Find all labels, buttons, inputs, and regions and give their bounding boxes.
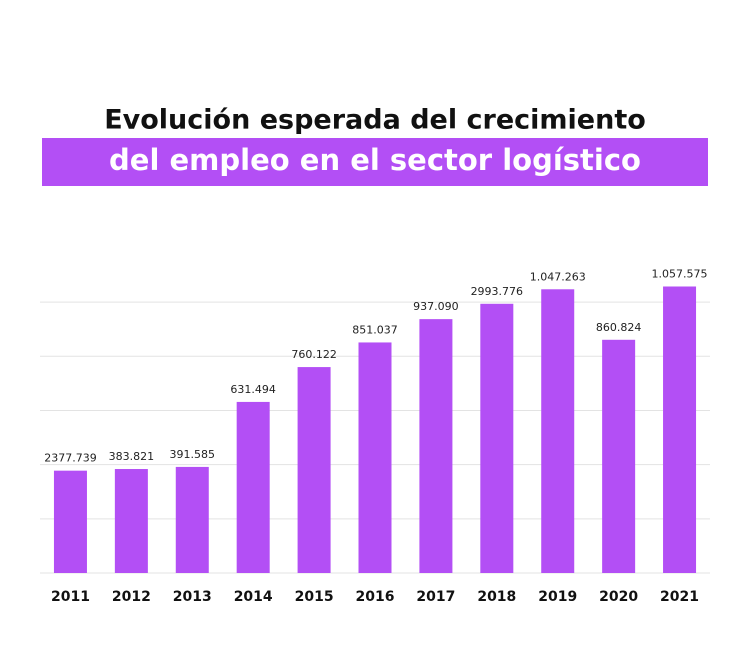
x-tick-label: 2020 [599, 589, 638, 605]
bar [175, 466, 209, 573]
value-label: 2377.739 [44, 452, 97, 465]
bar [419, 319, 453, 573]
value-label: 937.090 [413, 300, 459, 313]
x-tick-label: 2021 [660, 589, 699, 605]
x-tick-label: 2013 [173, 589, 212, 605]
value-label: 1.047.263 [530, 270, 586, 283]
bar [236, 401, 270, 573]
value-label: 2993.776 [471, 285, 524, 298]
value-label: 760.122 [291, 348, 337, 361]
bar [663, 286, 697, 573]
bar [541, 289, 575, 573]
x-tick-label: 2014 [234, 589, 273, 605]
x-tick-label: 2018 [477, 589, 516, 605]
value-label: 860.824 [596, 321, 642, 334]
bar [114, 469, 148, 573]
bar [358, 342, 392, 573]
bar [602, 339, 636, 573]
x-tick-label: 2012 [112, 589, 151, 605]
bar [480, 303, 514, 573]
bar [53, 470, 87, 573]
x-tick-label: 2015 [295, 589, 334, 605]
x-tick-label: 2016 [356, 589, 395, 605]
x-tick-label: 2019 [538, 589, 577, 605]
chart-title: Evolución esperada del crecimiento [104, 105, 646, 136]
value-label: 391.585 [170, 448, 216, 461]
chart-subtitle: del empleo en el sector logístico [109, 143, 641, 177]
value-label: 851.037 [352, 323, 398, 336]
x-tick-label: 2011 [51, 589, 90, 605]
value-label: 631.494 [230, 383, 276, 396]
bar [297, 367, 331, 573]
subtitle-band [42, 138, 708, 186]
value-label: 383.821 [109, 450, 155, 463]
value-label: 1.057.575 [652, 267, 708, 280]
x-tick-label: 2017 [416, 589, 455, 605]
